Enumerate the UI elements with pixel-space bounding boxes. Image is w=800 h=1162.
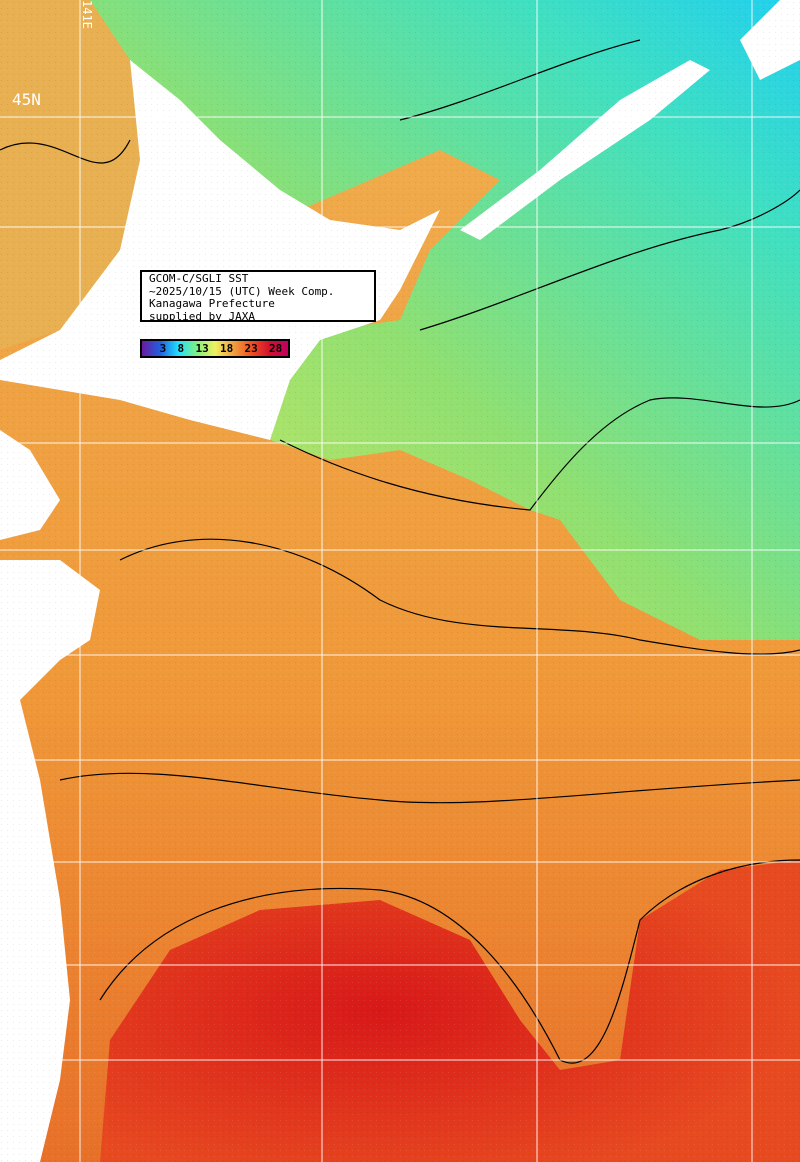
caption-product: GCOM-C/SGLI SST bbox=[149, 272, 249, 285]
color-scale-legend: 3 8 13 18 23 28 bbox=[140, 339, 290, 358]
scale-tick: 13 bbox=[195, 342, 209, 355]
latitude-label: 45N bbox=[12, 90, 41, 109]
scale-tick: 18 bbox=[219, 342, 234, 355]
caption-date: ~2025/10/15 (UTC) Week Comp. bbox=[149, 284, 335, 298]
caption-box: GCOM-C/SGLI SST ~2025/10/15 (UTC) Week C… bbox=[140, 270, 376, 322]
isotherm-contours bbox=[0, 39, 800, 1064]
scale-tick: 8 bbox=[177, 342, 185, 355]
caption-credit: supplied by JAXA bbox=[149, 309, 255, 323]
scale-tick: 23 bbox=[244, 342, 258, 355]
longitude-label: 141E bbox=[80, 0, 94, 29]
scale-tick: 3 bbox=[159, 342, 167, 355]
scale-tick: 28 bbox=[269, 342, 283, 355]
caption-region: Kanagawa Prefecture bbox=[149, 297, 275, 310]
